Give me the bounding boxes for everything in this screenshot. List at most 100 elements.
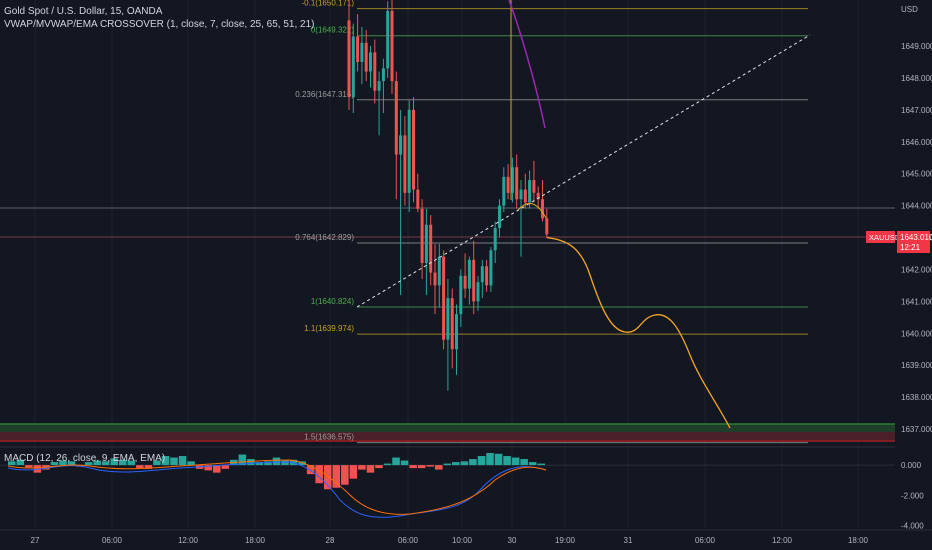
price-axis-tick: 1638.000 xyxy=(901,393,932,402)
macd-histogram-bar xyxy=(392,457,400,466)
price-axis-tick: 1649.000 xyxy=(901,42,932,51)
macd-histogram-bar xyxy=(281,460,289,466)
macd-histogram-bar xyxy=(50,462,59,466)
price-axis-tick: 1644.000 xyxy=(901,202,932,211)
macd-axis-tick: -4.000 xyxy=(901,521,924,530)
current-price-value: 1643.010 xyxy=(900,233,932,242)
macd-histogram-bar xyxy=(221,465,230,469)
macd-signal-line xyxy=(7,459,547,515)
candle-body xyxy=(412,109,415,190)
candle-body xyxy=(493,227,497,251)
candle-body xyxy=(364,42,368,72)
candle-body xyxy=(510,167,514,193)
candle-body xyxy=(424,224,428,264)
macd-histogram-bar xyxy=(452,462,460,466)
price-axis-currency: USD xyxy=(901,5,918,14)
macd-histogram-bar xyxy=(528,462,537,466)
fib-level-label: 1(1640.824) xyxy=(311,297,354,306)
fib-level-label: 0(1649.322) xyxy=(311,26,354,35)
macd-histogram-bar xyxy=(264,461,272,466)
macd-histogram-bar xyxy=(272,457,281,466)
time-axis-label: 06:00 xyxy=(102,536,123,545)
macd-histogram-bar xyxy=(434,465,443,470)
candle-body xyxy=(467,259,471,289)
price-axis-tick: 1639.000 xyxy=(901,361,932,370)
candle-body xyxy=(351,36,355,98)
macd-histogram-bar xyxy=(443,463,452,466)
time-axis-label: 10:00 xyxy=(452,536,473,545)
fib-level-label: 0.764(1642.829) xyxy=(295,233,354,242)
candle-body xyxy=(536,192,540,200)
macd-histogram-bar xyxy=(332,465,341,488)
candle-body xyxy=(450,298,454,350)
macd-histogram-bar xyxy=(477,456,486,466)
candle-body xyxy=(476,282,480,302)
candle-body xyxy=(502,176,506,206)
trend-line-dotted xyxy=(356,34,811,308)
candle-body xyxy=(356,36,360,62)
candle-body xyxy=(386,10,390,69)
macd-histogram-bar xyxy=(366,465,375,473)
candle-body xyxy=(446,298,450,340)
time-axis-label: 06:00 xyxy=(695,536,716,545)
macd-histogram-bar xyxy=(349,465,358,479)
symbol-title[interactable]: Gold Spot / U.S. Dollar, 15, OANDA xyxy=(4,6,163,17)
macd-histogram-bar xyxy=(469,459,477,466)
price-axis-tick: 1645.000 xyxy=(901,170,932,179)
macd-histogram-bar xyxy=(8,461,16,466)
time-axis-label: 27 xyxy=(31,536,40,545)
time-axis-label: 31 xyxy=(624,536,633,545)
candle-body xyxy=(407,109,411,193)
macd-histogram-bar xyxy=(520,459,528,466)
candle-body xyxy=(377,81,381,91)
candle-body xyxy=(429,224,433,273)
macd-histogram-bar xyxy=(315,465,323,484)
candle-body xyxy=(472,259,476,302)
macd-histogram-bar xyxy=(375,465,383,469)
current-price-tag xyxy=(897,231,930,253)
candle-body xyxy=(485,266,489,286)
bar-countdown: 12:21 xyxy=(900,243,921,252)
symbol-tag-label: XAUUSD xyxy=(869,233,901,242)
indicator-title[interactable]: VWAP/MVWAP/EMA CROSSOVER (1, close, 7, c… xyxy=(4,19,315,30)
candle-body xyxy=(420,208,424,264)
macd-histogram-bar xyxy=(306,465,315,475)
candle-body xyxy=(399,135,403,155)
time-axis-label: 06:00 xyxy=(398,536,419,545)
macd-histogram-bar xyxy=(426,465,434,467)
candle-body xyxy=(381,68,385,82)
vwap-curve xyxy=(508,0,546,129)
macd-histogram-bar xyxy=(101,461,110,466)
symbol-tag xyxy=(866,231,895,243)
price-axis-tick: 1647.000 xyxy=(901,106,932,115)
forecast-path xyxy=(546,236,731,429)
macd-histogram-bar xyxy=(409,465,417,469)
macd-histogram-bar xyxy=(247,459,255,466)
macd-line xyxy=(7,461,547,518)
macd-histogram-bar xyxy=(16,459,25,466)
candle-body xyxy=(523,189,527,203)
macd-histogram-bar xyxy=(358,465,366,470)
candle-body xyxy=(480,266,484,283)
macd-histogram-bar xyxy=(460,461,469,466)
time-axis-label: 18:00 xyxy=(245,536,266,545)
macd-histogram-bar xyxy=(110,458,119,466)
time-axis-label: 28 xyxy=(326,536,335,545)
candle-body xyxy=(541,199,544,219)
macd-title[interactable]: MACD (12, 26, close, 9, EMA, EMA) xyxy=(4,453,166,464)
macd-histogram-bar xyxy=(187,461,195,466)
fib-level-label: 1.5(1636.575) xyxy=(304,433,354,442)
fib-level-label: 0.236(1647.316) xyxy=(295,90,354,99)
macd-histogram-bar xyxy=(153,460,161,466)
macd-axis-tick: 0.000 xyxy=(901,461,922,470)
candle-body xyxy=(498,205,501,228)
support-zone-red xyxy=(0,432,895,442)
macd-histogram-bar xyxy=(400,460,409,466)
macd-histogram-bar xyxy=(170,457,178,466)
macd-histogram-bar xyxy=(67,461,76,466)
candle-body xyxy=(373,52,377,91)
candle-body xyxy=(455,314,458,350)
candle-body xyxy=(403,135,407,193)
price-axis-tick: 1641.000 xyxy=(901,297,932,306)
